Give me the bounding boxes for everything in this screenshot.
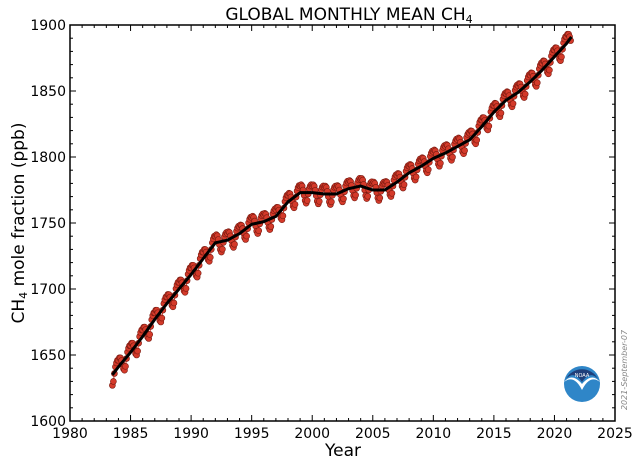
chart-title: GLOBAL MONTHLY MEAN CH4 <box>225 5 472 26</box>
monthly-point <box>315 198 323 205</box>
noaa-logo: NOAA <box>564 366 600 402</box>
y-axis-label: CH4 mole fraction (ppb) <box>9 123 30 324</box>
monthly-point <box>412 173 420 181</box>
monthly-point <box>533 79 541 87</box>
monthly-point <box>388 190 396 197</box>
monthly-point <box>400 181 408 188</box>
monthly-point <box>461 147 468 154</box>
x-tick-label: 2005 <box>355 426 391 442</box>
x-axis-label: Year <box>324 441 361 461</box>
monthly-point <box>424 166 432 173</box>
monthly-point <box>473 136 481 144</box>
plot-frame <box>69 24 616 422</box>
trend-line <box>111 35 573 376</box>
svg-text:NOAA: NOAA <box>575 373 590 379</box>
monthly-point <box>340 195 347 203</box>
monthly-point <box>521 90 529 98</box>
x-tick-label: 1995 <box>234 426 270 442</box>
monthly-point <box>122 363 129 370</box>
monthly-point <box>146 331 154 338</box>
monthly-point <box>328 198 335 206</box>
monthly-point <box>206 254 214 261</box>
monthly-point <box>291 201 299 208</box>
monthly-point <box>303 197 311 204</box>
monthly-point <box>231 240 238 248</box>
monthly-point <box>558 53 565 61</box>
y-tick-label: 1850 <box>30 84 66 100</box>
y-tick-label: 1900 <box>30 18 66 34</box>
y-tick-label: 1750 <box>30 216 66 232</box>
monthly-point <box>158 314 166 322</box>
monthly-point <box>134 347 141 355</box>
x-tick-label: 1985 <box>113 426 149 442</box>
x-tick-label: 2025 <box>597 426 633 442</box>
monthly-point <box>497 109 505 117</box>
monthly-point <box>437 159 444 167</box>
y-tick-label: 1650 <box>30 348 66 364</box>
monthly-point <box>364 192 372 200</box>
monthly-point <box>546 66 553 74</box>
monthly-point <box>485 122 493 130</box>
x-tick-label: 2000 <box>294 426 330 442</box>
monthly-point <box>509 100 517 107</box>
monthly-point <box>219 245 226 253</box>
x-tick-label: 1980 <box>52 426 88 442</box>
monthly-point <box>110 378 117 385</box>
monthly-point <box>352 191 359 199</box>
x-tick-label: 2020 <box>537 426 573 442</box>
monthly-point <box>267 223 275 230</box>
monthly-point <box>255 227 263 234</box>
y-tick-label: 1600 <box>30 414 66 430</box>
x-tick-label: 1990 <box>173 426 209 442</box>
date-stamp: 2021-September-07 <box>620 329 629 410</box>
monthly-point <box>182 285 190 292</box>
monthly-point <box>194 269 202 277</box>
monthly-point <box>376 194 384 202</box>
y-tick-label: 1800 <box>30 150 66 166</box>
monthly-point <box>279 212 287 220</box>
x-tick-label: 2010 <box>416 426 452 442</box>
monthly-point <box>449 153 456 161</box>
monthly-point <box>170 299 178 307</box>
x-tick-label: 2015 <box>476 426 512 442</box>
monthly-point <box>243 232 250 240</box>
y-tick-label: 1700 <box>30 282 66 298</box>
monthly-line <box>111 33 572 386</box>
